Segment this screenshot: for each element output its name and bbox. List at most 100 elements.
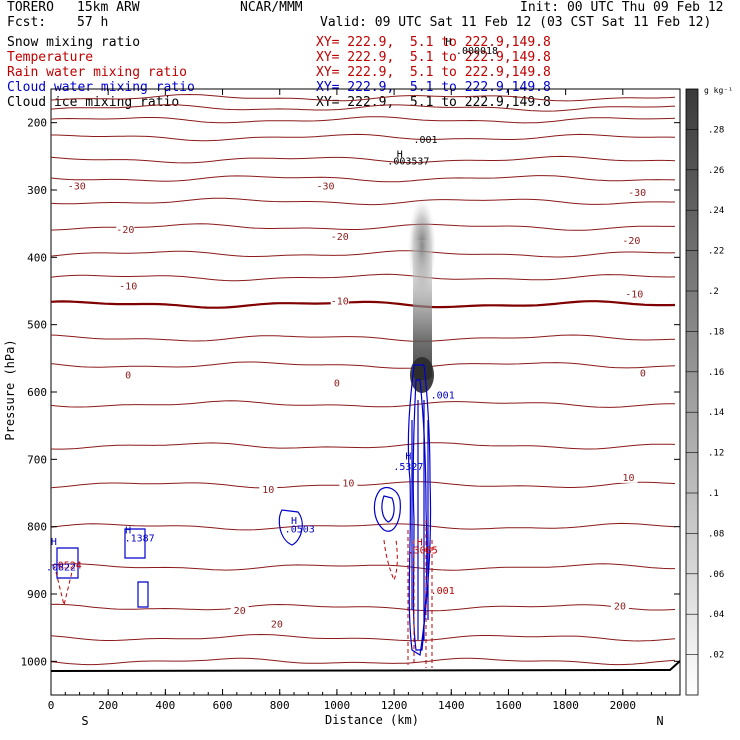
temp-label: 10 bbox=[262, 485, 274, 496]
temp-label: 0 bbox=[125, 371, 131, 382]
temp-contour-40 bbox=[50, 603, 676, 612]
temperature-labels: -30 -30 -30 -20 -20 -20 -10 -10 -10 0 0 0 10 10 10 20 20… bbox=[67, 181, 652, 631]
colorbar-tick-label: .06 bbox=[708, 570, 724, 580]
x-tick-label: 1800 bbox=[552, 699, 579, 712]
temp-label: -10 bbox=[331, 296, 349, 307]
temp-label: -20 bbox=[331, 232, 349, 243]
legend-rain-xy: XY= 222.9, 5.1 to 222.9,149.8 bbox=[316, 65, 551, 80]
temp-label: 10 bbox=[623, 473, 635, 484]
x-tick-label: 600 bbox=[213, 699, 233, 712]
y-tick-label: 1000 bbox=[21, 655, 48, 668]
y-tick-label: 400 bbox=[27, 251, 47, 264]
y-tick-label: 300 bbox=[27, 184, 47, 197]
temp-contour-10 bbox=[50, 361, 676, 369]
temp-label: -10 bbox=[625, 290, 643, 301]
north-label: N bbox=[656, 714, 663, 728]
temp-label-bg bbox=[625, 289, 644, 300]
x-tick-label: 1000 bbox=[324, 699, 351, 712]
temp-contour-15 bbox=[50, 400, 675, 408]
temp-label-bg bbox=[619, 472, 638, 483]
temp-label-bg bbox=[316, 181, 335, 192]
model-resolution: 15km ARW bbox=[77, 0, 140, 15]
temp-label-bg bbox=[330, 231, 349, 242]
temp-label-bg bbox=[230, 606, 249, 617]
temp-contour--45 bbox=[50, 104, 676, 112]
init-time: Init: 00 UTC Thu 09 Feb 12 bbox=[520, 0, 724, 15]
forecast-hour: 57 h bbox=[77, 15, 109, 30]
temp-label: -20 bbox=[116, 225, 134, 236]
extremum-label: .001 bbox=[431, 391, 455, 402]
temp-label: -30 bbox=[628, 188, 646, 199]
extremum-label: .001 bbox=[431, 586, 455, 597]
temp-label: -20 bbox=[622, 236, 640, 247]
plot-frame bbox=[50, 88, 681, 696]
temp-contour-45 bbox=[50, 633, 676, 642]
x-tick-label: 1400 bbox=[438, 699, 465, 712]
x-tick-label: 2000 bbox=[610, 699, 637, 712]
extremum-label: H bbox=[51, 537, 57, 548]
temp-label: -10 bbox=[119, 282, 137, 293]
temp-contour-25 bbox=[50, 481, 676, 489]
temp-label: 20 bbox=[614, 601, 626, 612]
temp-label-bg bbox=[628, 188, 647, 199]
legend-temp-xy: XY= 222.9, 5.1 to 222.9,149.8 bbox=[316, 50, 551, 65]
y-tick-label: 200 bbox=[27, 117, 47, 130]
temperature-contours bbox=[50, 93, 676, 666]
extremum-label: .0503 bbox=[285, 525, 315, 536]
colorbar-tick-label: .22 bbox=[708, 247, 724, 257]
y-tick-label: 700 bbox=[27, 453, 47, 466]
extremum-label: .003537 bbox=[387, 156, 429, 167]
extremum-label: H bbox=[291, 516, 297, 527]
forecast-label: Fcst: bbox=[7, 15, 47, 30]
temp-label-bg bbox=[330, 296, 349, 307]
colorbar-tick-label: .04 bbox=[708, 610, 724, 620]
temp-label-bg bbox=[339, 478, 358, 489]
colorbar-tick-label: .18 bbox=[708, 327, 724, 337]
y-tick-label: 500 bbox=[27, 319, 47, 332]
temp-label: 0 bbox=[640, 369, 646, 380]
y-axis-title: Pressure (hPa) bbox=[3, 339, 17, 440]
ice-shading bbox=[408, 197, 436, 393]
legend-snow-xy: XY= 222.9, 5.1 to 222.9,149.8 bbox=[316, 35, 551, 50]
temp-label-bg bbox=[610, 601, 629, 612]
colorbar-tick-label: .26 bbox=[708, 166, 724, 176]
temp-label-bg bbox=[116, 225, 135, 236]
extremum-label: H bbox=[445, 37, 451, 48]
x-tick-label: 800 bbox=[270, 699, 290, 712]
temp-contour-30 bbox=[50, 522, 676, 531]
temp-label: 10 bbox=[342, 478, 354, 489]
legend-cloudwater-xy: XY= 222.9, 5.1 to 222.9,149.8 bbox=[316, 80, 551, 95]
temp-label: 20 bbox=[271, 620, 283, 631]
temp-label: 20 bbox=[234, 606, 246, 617]
x-tick-label: 0 bbox=[48, 699, 55, 712]
legend-temp-label: Temperature bbox=[7, 50, 94, 65]
extrema-labels: H.0524.0822H.1387H.0503H.5327.001.3085H.… bbox=[46, 37, 498, 597]
extremum-label: H bbox=[405, 451, 411, 462]
extremum-label: H bbox=[125, 525, 131, 536]
temp-contour--50 bbox=[50, 93, 676, 102]
colorbar-tick-label: .02 bbox=[708, 651, 724, 661]
model-org: NCAR/MMM bbox=[240, 0, 303, 15]
temp-label-bg bbox=[67, 181, 86, 192]
temp-contour--35 bbox=[51, 133, 676, 142]
temp-label-bg bbox=[622, 235, 641, 246]
extremum-label: .1387 bbox=[125, 533, 155, 544]
x-axis: 0 200 400 600 800 1000 1200 1400 1600 1800 2000 bbox=[48, 89, 681, 712]
temp-contour-5 bbox=[50, 334, 676, 342]
extremum-label: .5327 bbox=[393, 462, 423, 473]
model-name: TORERO bbox=[7, 0, 54, 15]
colorbar-unit: g kg⁻¹ bbox=[704, 86, 733, 95]
temp-label-bg bbox=[259, 485, 278, 495]
cloud-water-contours bbox=[56, 364, 432, 656]
colorbar-tick-label: .24 bbox=[708, 206, 724, 216]
temp-contour--5 bbox=[50, 273, 676, 282]
extremum-label: .0822 bbox=[46, 562, 76, 573]
colorbar-ticks: .02 .04 .06 .08 .1 .12 .14 .16 .18 .2 .22 .24 .26 .28 bbox=[686, 125, 724, 661]
temp-contour-50 bbox=[50, 657, 676, 666]
temp-label: -30 bbox=[316, 181, 334, 192]
colorbar bbox=[685, 88, 699, 696]
temp-contour-0 bbox=[50, 300, 676, 309]
temp-contour--30 bbox=[50, 155, 676, 164]
temp-label-bg bbox=[267, 619, 286, 630]
